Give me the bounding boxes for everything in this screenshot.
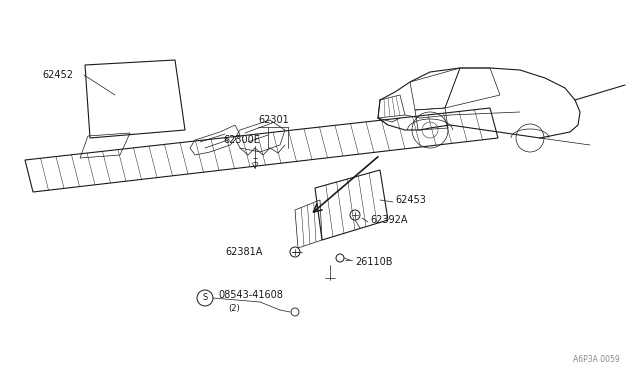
Text: 62392A: 62392A — [370, 215, 408, 225]
Text: 62300E: 62300E — [223, 135, 260, 145]
Text: 62453: 62453 — [395, 195, 426, 205]
Text: 26110B: 26110B — [355, 257, 392, 267]
Text: 62452: 62452 — [42, 70, 73, 80]
Text: 62301: 62301 — [258, 115, 289, 125]
Text: (2): (2) — [228, 304, 240, 312]
Text: 08543-41608: 08543-41608 — [218, 290, 283, 300]
Text: A6P3A 0059: A6P3A 0059 — [573, 356, 620, 365]
Text: 62381A: 62381A — [225, 247, 262, 257]
Text: S: S — [202, 294, 207, 302]
